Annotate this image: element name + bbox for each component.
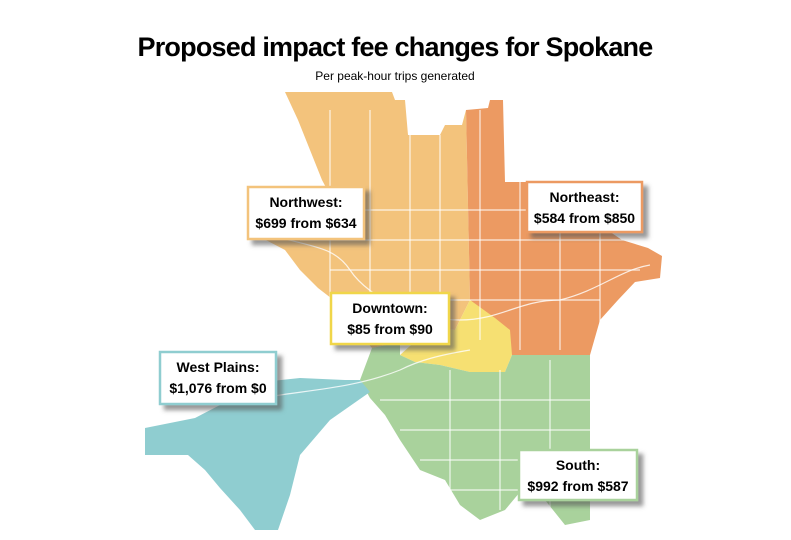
region-name: Northeast:	[549, 189, 619, 205]
region-label: Northwest: $699 from $634	[246, 185, 366, 241]
region-fee: $699 from $634	[255, 215, 356, 231]
region-name: South:	[556, 457, 600, 473]
region-name: West Plains:	[177, 359, 260, 375]
label-box	[329, 291, 451, 346]
labels: Northwest: $699 from $634 Northeast: $584 f…	[158, 180, 644, 502]
region-fee: $1,076 from $0	[169, 380, 266, 396]
region-label: Downtown: $85 from $90	[329, 291, 451, 346]
title: Proposed impact fee changes for Spokane	[138, 32, 654, 62]
subtitle: Per peak-hour trips generated	[315, 69, 474, 83]
river	[249, 224, 651, 401]
region-west-plains	[145, 378, 370, 530]
region-fee: $584 from $850	[534, 210, 635, 226]
region-label: West Plains: $1,076 from $0	[158, 350, 278, 406]
region-label: Northeast: $584 from $850	[525, 180, 644, 234]
label-box	[525, 180, 644, 234]
label-box	[158, 350, 278, 406]
region-label: South: $992 from $587	[517, 448, 639, 502]
label-box	[246, 185, 366, 241]
label-box	[517, 448, 639, 502]
region-fee: $85 from $90	[347, 321, 433, 337]
street	[300, 209, 640, 491]
region-fee: $992 from $587	[527, 478, 628, 494]
region-name: Northwest:	[269, 194, 342, 210]
region-name: Downtown:	[352, 300, 427, 316]
